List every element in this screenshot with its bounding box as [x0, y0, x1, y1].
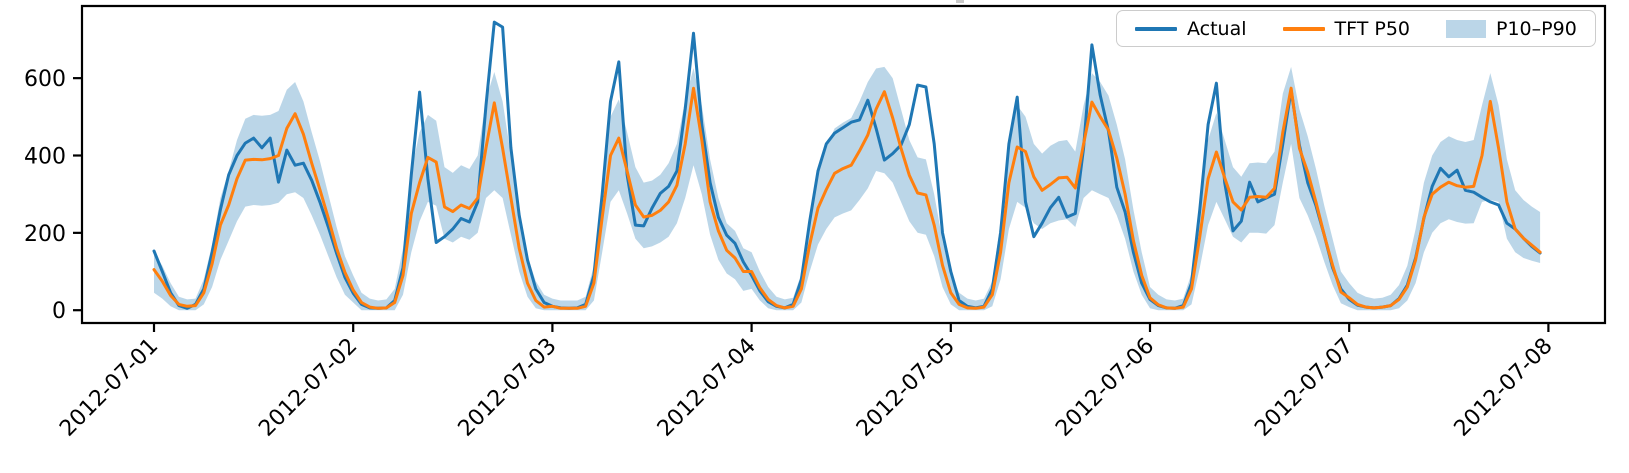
- x-tick-label: 2012-07-01: [55, 334, 163, 442]
- legend-item-band: P10–P90: [1446, 18, 1577, 40]
- tft-p50-line: [152, 86, 1542, 310]
- tft-p50-line-swatch: [1282, 26, 1325, 31]
- actual-line-swatch: [1135, 26, 1177, 31]
- y-tick-label: 0: [52, 299, 66, 324]
- x-tick-label: 2012-07-08: [1450, 334, 1558, 442]
- x-tick-label: 2012-07-05: [852, 334, 960, 442]
- x-tick-label: 2012-07-07: [1250, 334, 1358, 442]
- x-tick-label: 2012-07-02: [254, 334, 362, 442]
- legend: Actual TFT P50 P10–P90: [1116, 10, 1596, 47]
- x-tick-label: 2012-07-04: [653, 334, 761, 442]
- legend-item-tft-p50: TFT P50: [1282, 17, 1411, 40]
- x-tick-label: 2012-07-06: [1051, 334, 1159, 442]
- legend-label-actual: Actual: [1187, 17, 1247, 40]
- legend-label-tft-p50: TFT P50: [1334, 17, 1411, 40]
- y-tick-label: 400: [24, 145, 66, 170]
- p10-p90-band-swatch: [1446, 19, 1487, 38]
- p10-p90-band: [154, 66, 1541, 311]
- legend-label-band: P10–P90: [1496, 17, 1577, 40]
- y-tick-label: 200: [24, 222, 66, 247]
- legend-item-actual: Actual: [1135, 18, 1247, 40]
- x-tick-label: 2012-07-03: [454, 334, 562, 442]
- y-tick-label: 600: [24, 67, 66, 92]
- cropped-title-artifact: [956, 0, 964, 3]
- axes-border: [80, 4, 1607, 325]
